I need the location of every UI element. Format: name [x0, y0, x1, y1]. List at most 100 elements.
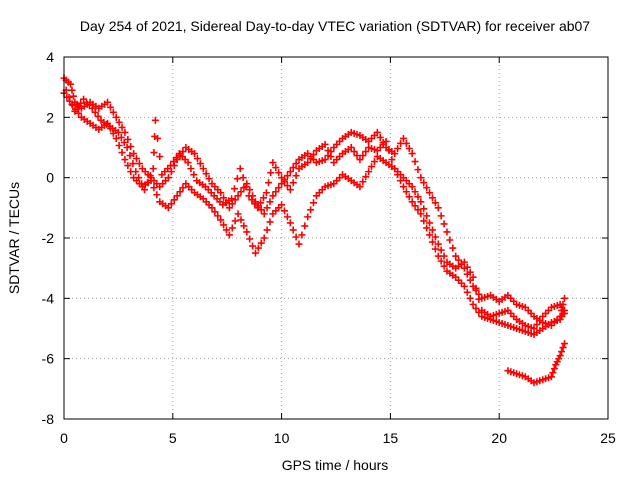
data-point — [426, 231, 434, 239]
data-point — [426, 189, 434, 197]
data-point — [530, 325, 538, 332]
x-tick-label: 10 — [274, 430, 290, 446]
data-point — [120, 138, 128, 146]
data-point — [556, 352, 564, 360]
data-point — [310, 151, 318, 159]
data-point — [394, 145, 402, 153]
data-point — [173, 192, 181, 200]
y-tick-label: -4 — [42, 290, 55, 306]
data-point — [469, 273, 477, 281]
data-point — [423, 224, 431, 232]
data-point — [211, 208, 219, 216]
data-point — [251, 200, 259, 208]
y-tick-label: -8 — [42, 411, 55, 427]
data-point — [408, 198, 416, 206]
data-point — [411, 188, 419, 196]
data-point — [452, 252, 460, 260]
data-point — [558, 348, 566, 356]
data-point — [304, 213, 312, 221]
data-point — [466, 294, 474, 302]
data-point — [356, 156, 364, 164]
data-point — [242, 183, 250, 191]
data-point — [266, 198, 274, 206]
data-point — [170, 158, 178, 166]
data-point — [278, 174, 286, 182]
y-tick-label: 2 — [46, 109, 54, 125]
data-point — [417, 198, 425, 206]
data-point — [428, 194, 436, 202]
data-point — [402, 188, 410, 196]
data-point — [117, 133, 125, 141]
data-point — [437, 257, 445, 265]
data-point — [233, 175, 241, 183]
data-point — [234, 210, 242, 218]
data-point — [362, 173, 370, 181]
data-point — [112, 113, 120, 121]
data-point — [440, 252, 448, 260]
data-point — [533, 320, 541, 328]
data-point — [167, 162, 175, 170]
data-point — [549, 369, 557, 377]
data-point — [132, 168, 140, 176]
data-point — [71, 107, 79, 115]
data-point — [150, 184, 158, 192]
data-point — [104, 98, 112, 106]
data-point — [190, 171, 198, 179]
data-point — [225, 231, 233, 239]
data-point — [446, 236, 454, 244]
data-point — [428, 226, 436, 234]
data-point — [350, 148, 358, 156]
data-point — [289, 226, 297, 234]
data-point — [184, 159, 192, 167]
data-point — [262, 189, 270, 197]
data-point — [115, 118, 123, 126]
x-tick-label: 25 — [600, 430, 616, 446]
data-point — [164, 174, 172, 182]
data-point — [187, 165, 195, 173]
data-point — [254, 244, 262, 252]
series-track-b — [60, 89, 568, 339]
x-tick-label: 20 — [491, 430, 507, 446]
data-point — [443, 228, 451, 236]
data-point — [267, 169, 275, 177]
data-point — [281, 207, 289, 215]
data-point — [217, 216, 225, 224]
data-point — [263, 204, 271, 212]
x-tick-label: 5 — [169, 430, 177, 446]
data-point — [460, 282, 468, 290]
data-point — [275, 169, 283, 177]
data-point — [420, 179, 428, 187]
data-point — [359, 178, 367, 186]
data-point — [228, 195, 236, 203]
data-point — [254, 204, 262, 212]
data-point — [292, 172, 300, 180]
data-point — [547, 373, 555, 381]
data-point — [362, 148, 370, 156]
data-point — [231, 217, 239, 225]
data-point — [234, 192, 242, 200]
data-point — [426, 219, 434, 227]
data-point — [237, 216, 245, 224]
data-point — [124, 162, 132, 170]
data-point — [263, 226, 271, 234]
data-point — [388, 156, 396, 164]
data-point — [141, 186, 149, 194]
data-point — [307, 206, 315, 214]
data-point — [205, 175, 213, 183]
data-point — [283, 213, 291, 221]
data-point — [240, 222, 248, 230]
data-point — [172, 154, 180, 162]
data-point — [286, 219, 294, 227]
data-point — [286, 186, 294, 194]
data-point — [269, 192, 277, 200]
data-point — [402, 139, 410, 147]
data-point — [193, 155, 201, 163]
x-axis-label: GPS time / hours — [282, 457, 389, 473]
data-point — [434, 204, 442, 212]
y-tick-label: 4 — [46, 49, 54, 65]
y-tick-label: -6 — [42, 351, 55, 367]
data-point — [217, 189, 225, 197]
data-point — [260, 210, 268, 218]
data-point — [463, 288, 471, 296]
